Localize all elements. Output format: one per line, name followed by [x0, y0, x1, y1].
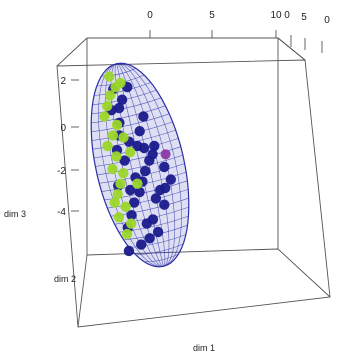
- data-point-series-2: [115, 77, 126, 89]
- data-point-series-1: [159, 199, 170, 210]
- data-point-series-2: [120, 201, 131, 212]
- top-axis: 0 5 10 0 5 0: [147, 10, 330, 53]
- data-point-series-1: [113, 102, 125, 114]
- data-point-series-1: [123, 245, 135, 257]
- top-tick-2: 5: [209, 10, 215, 21]
- data-point-series-1: [134, 126, 145, 137]
- top-tick-5: 5: [301, 12, 307, 23]
- data-point-series-1: [149, 140, 160, 152]
- data-point-series-1: [141, 218, 152, 229]
- dim3-axis: 2 0 -2 -4: [57, 76, 79, 218]
- ellipsoid-longitude-line: [98, 63, 164, 267]
- data-point-series-1: [165, 174, 176, 185]
- top-tick-4: 0: [284, 10, 290, 21]
- dim3-tick-1: 2: [60, 76, 66, 87]
- data-point-series-2: [126, 218, 137, 229]
- data-point-series-1: [134, 186, 145, 198]
- data-point-series-2: [118, 168, 129, 179]
- data-point-series-2: [107, 163, 118, 175]
- dim3-tick-2: 0: [60, 123, 66, 134]
- data-point-series-2: [121, 228, 133, 240]
- data-point-series-1: [126, 210, 137, 221]
- ellipsoid-longitude-line: [116, 63, 164, 267]
- data-point-series-2: [113, 212, 125, 223]
- dim3-axis-label: dim 3: [4, 209, 26, 219]
- dim2-axis-label: dim 2: [54, 274, 76, 284]
- data-point-series-2: [107, 130, 119, 141]
- data-point-series-2: [125, 147, 136, 158]
- data-point-series-2: [118, 132, 129, 143]
- data-point-series-2: [109, 197, 120, 208]
- dim1-axis-label: dim 1: [193, 343, 215, 353]
- data-point-series-1: [129, 197, 140, 208]
- data-point-series-2: [102, 140, 113, 152]
- data-point-series-1: [116, 94, 128, 105]
- data-point-series-1: [159, 161, 170, 173]
- ellipsoid-longitude-line: [116, 63, 170, 267]
- data-point-series-2: [132, 178, 143, 189]
- data-point-series-2: [104, 71, 115, 82]
- data-point-series-1: [144, 233, 155, 244]
- data-point-series-1: [152, 226, 164, 238]
- data-point-series-2: [111, 119, 123, 131]
- data-point-series-1: [140, 165, 151, 177]
- data-point-series-2: [104, 90, 116, 101]
- data-point-series-1: [119, 155, 130, 166]
- data-point-series-1: [136, 239, 147, 250]
- data-point-series-2: [111, 151, 122, 162]
- ellipsoid-longitude-line: [114, 63, 164, 267]
- top-tick-6: 0: [324, 15, 330, 26]
- data-point-series-1: [138, 111, 149, 122]
- top-tick-3: 10: [270, 10, 282, 21]
- data-point-series-1: [150, 193, 162, 204]
- top-tick-1: 0: [147, 10, 153, 21]
- data-point-series-2: [115, 178, 126, 189]
- dim3-tick-3: -2: [57, 166, 66, 177]
- data-point-series-2: [102, 100, 113, 112]
- data-point-series-1: [125, 184, 136, 196]
- dim3-tick-4: -4: [57, 207, 66, 218]
- data-point-series-2: [99, 111, 110, 122]
- data-point-series-1: [160, 182, 171, 194]
- data-point-series-1: [138, 142, 150, 154]
- data-point-series-2: [112, 189, 123, 200]
- data-point-series-3: [160, 149, 171, 160]
- bounding-box: [56, 37, 331, 328]
- ellipsoid-longitude-line: [116, 63, 182, 267]
- data-points: [99, 71, 176, 257]
- box-edges: [56, 37, 331, 328]
- data-point-series-1: [147, 149, 158, 160]
